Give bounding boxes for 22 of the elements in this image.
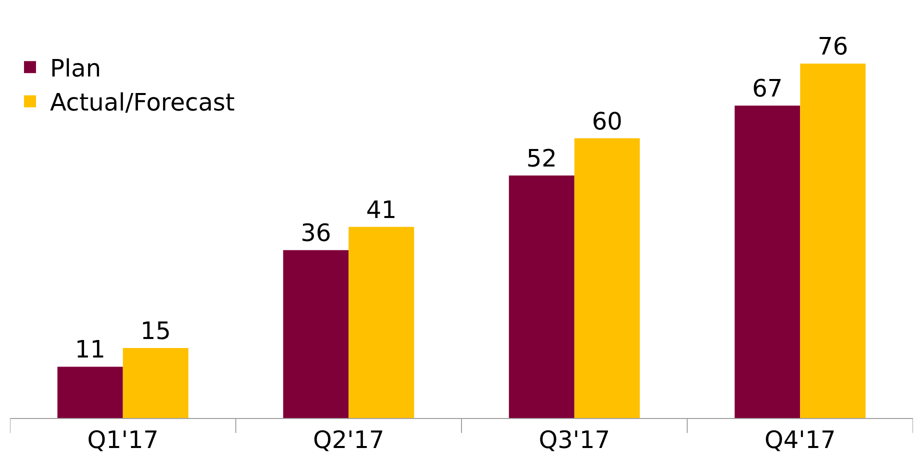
bar <box>734 106 800 418</box>
bar <box>574 138 640 418</box>
bar <box>122 348 188 418</box>
data-label: 60 <box>592 107 622 136</box>
bar <box>57 366 123 418</box>
x-tick-label: Q4'17 <box>764 426 836 454</box>
data-label: 67 <box>752 74 783 103</box>
bar <box>348 226 414 418</box>
bar <box>800 64 866 418</box>
x-tick-label: Q2'17 <box>312 426 384 454</box>
bar <box>283 250 349 418</box>
data-label: 15 <box>140 317 171 346</box>
data-label: 36 <box>300 219 332 248</box>
x-tick-label: Q3'17 <box>538 426 610 454</box>
x-tick-label: Q1'17 <box>87 426 159 454</box>
data-label: 41 <box>366 196 397 224</box>
data-label: 11 <box>74 336 106 364</box>
legend-label: Actual/Forecast <box>50 88 235 117</box>
data-label: 52 <box>526 144 557 173</box>
bar <box>508 176 574 418</box>
data-label: 76 <box>818 32 848 61</box>
legend-label: Plan <box>50 54 102 82</box>
